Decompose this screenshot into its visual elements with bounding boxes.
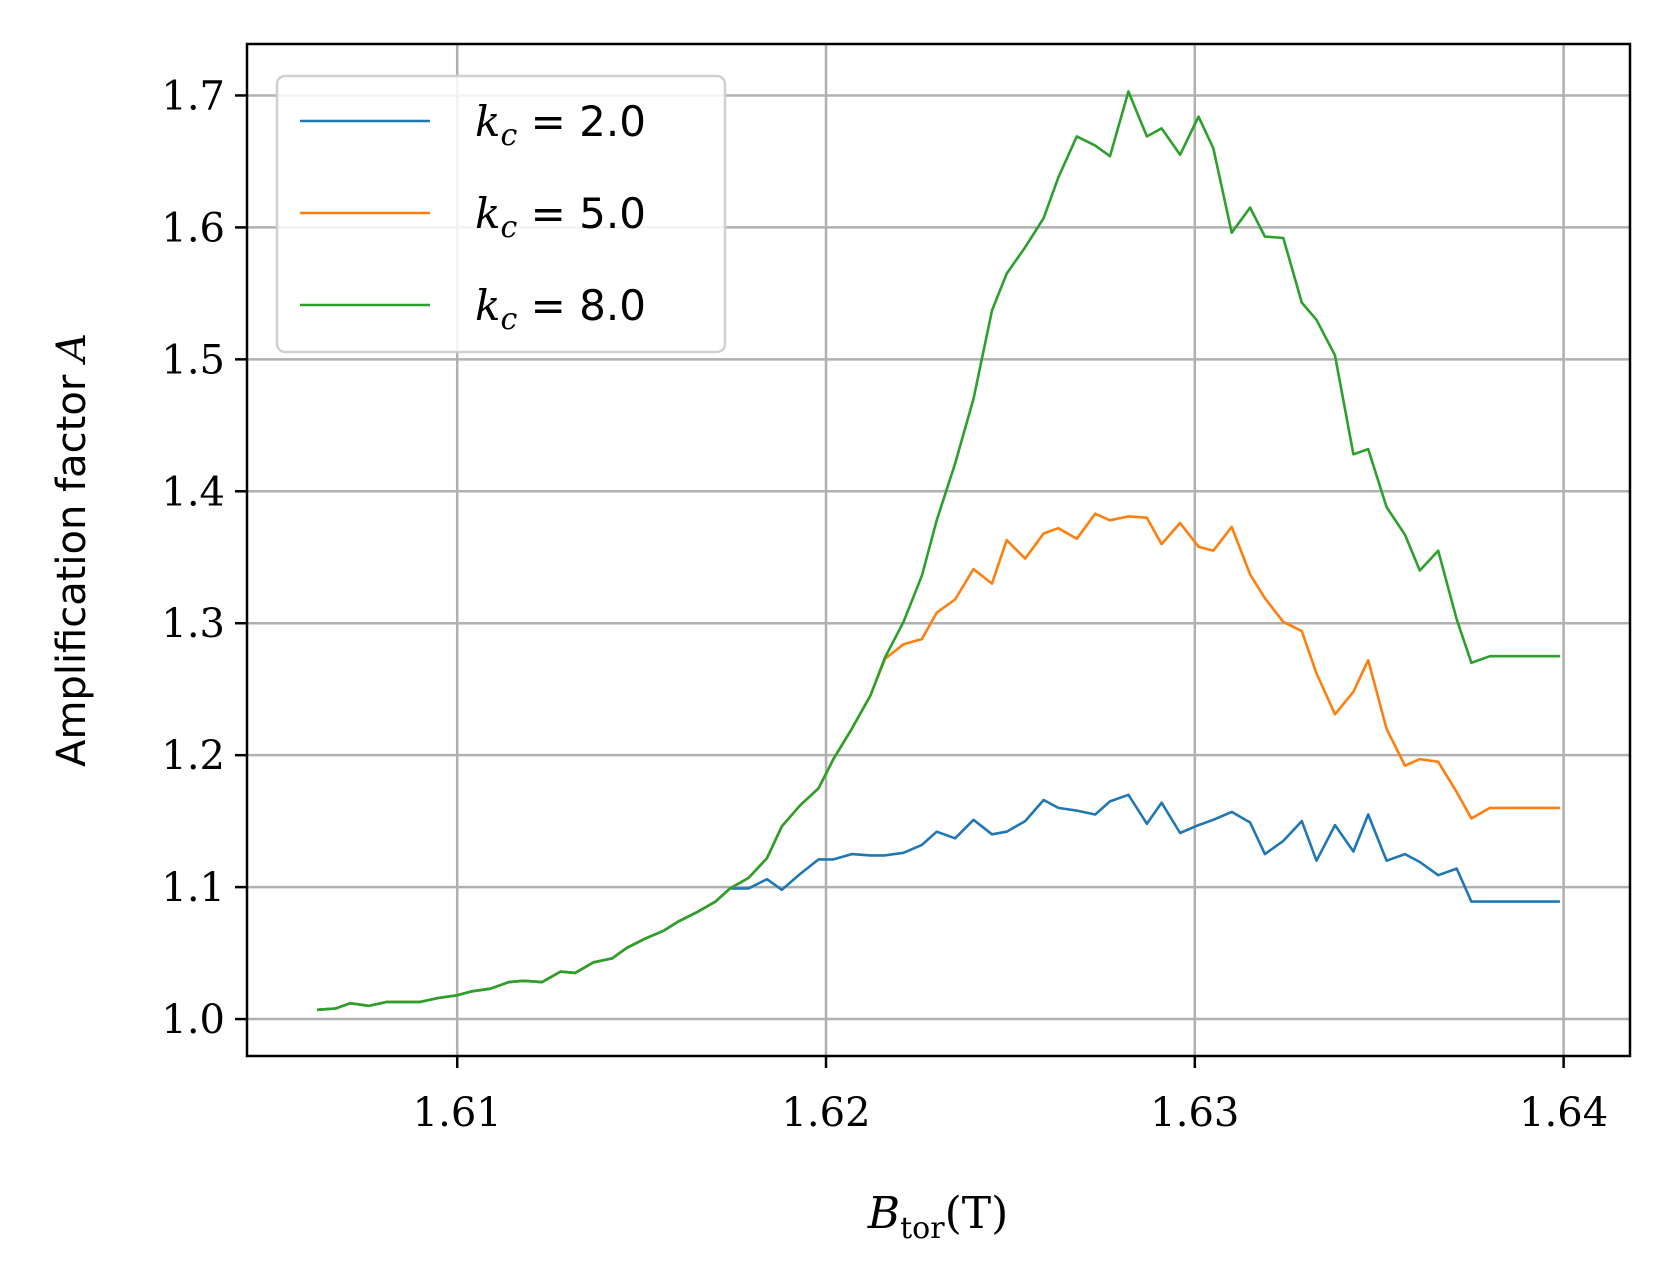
y-tick-label: 1.3 bbox=[161, 601, 225, 647]
x-tick-label: 1.63 bbox=[1150, 1090, 1239, 1136]
legend-label-2: kc = 5.0 bbox=[475, 189, 646, 245]
legend-label-1: kc = 2.0 bbox=[475, 97, 646, 153]
legend-box bbox=[275, 74, 727, 354]
x-axis-label: Btor(T) bbox=[867, 1188, 1009, 1246]
plot-frame bbox=[245, 42, 1632, 1058]
y-tick-label: 1.4 bbox=[161, 469, 225, 515]
series-line-3 bbox=[317, 90, 1560, 1012]
y-tick-label: 1.5 bbox=[161, 337, 225, 383]
legend: kc = 2.0 kc = 5.0 kc = 8.0 bbox=[275, 74, 727, 354]
y-axis-label: Amplification factor A bbox=[49, 333, 95, 767]
y-tick-label: 1.0 bbox=[161, 997, 225, 1043]
x-tick-label: 1.64 bbox=[1519, 1090, 1608, 1136]
y-tick-label: 1.6 bbox=[161, 205, 225, 251]
x-axis-ticks: 1.61 1.62 1.63 1.64 bbox=[413, 1056, 1608, 1136]
y-axis-ticks: 1.0 1.1 1.2 1.3 1.4 1.5 1.6 1.7 bbox=[161, 73, 247, 1043]
x-tick-label: 1.61 bbox=[413, 1090, 502, 1136]
x-tick-label: 1.62 bbox=[781, 1090, 870, 1136]
series-lines bbox=[317, 90, 1560, 1012]
y-tick-label: 1.2 bbox=[161, 733, 225, 779]
y-tick-label: 1.7 bbox=[161, 73, 225, 119]
y-tick-label: 1.1 bbox=[161, 865, 225, 911]
legend-label-3: kc = 8.0 bbox=[475, 281, 646, 337]
